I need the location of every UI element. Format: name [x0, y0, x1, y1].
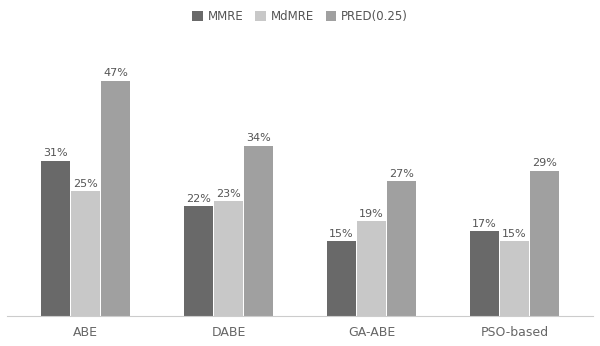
- Bar: [470, 231, 499, 316]
- Bar: [41, 161, 70, 316]
- Text: 15%: 15%: [329, 229, 354, 239]
- Legend: MMRE, MdMRE, PRED(0.25): MMRE, MdMRE, PRED(0.25): [188, 5, 412, 28]
- Text: 27%: 27%: [389, 169, 414, 179]
- Bar: [184, 206, 213, 316]
- Bar: [387, 181, 416, 316]
- Text: 31%: 31%: [43, 148, 68, 158]
- Text: 29%: 29%: [532, 158, 557, 169]
- Text: 23%: 23%: [216, 189, 241, 199]
- Bar: [357, 221, 386, 316]
- Text: 15%: 15%: [502, 229, 527, 239]
- Bar: [500, 241, 529, 316]
- Text: 34%: 34%: [246, 134, 271, 144]
- Bar: [327, 241, 356, 316]
- Text: 25%: 25%: [73, 179, 98, 189]
- Text: 17%: 17%: [472, 219, 497, 229]
- Bar: [214, 201, 243, 316]
- Text: 19%: 19%: [359, 209, 384, 219]
- Bar: [101, 81, 130, 316]
- Bar: [244, 146, 273, 316]
- Text: 47%: 47%: [103, 68, 128, 78]
- Text: 22%: 22%: [186, 193, 211, 203]
- Bar: [71, 191, 100, 316]
- Bar: [530, 171, 559, 316]
